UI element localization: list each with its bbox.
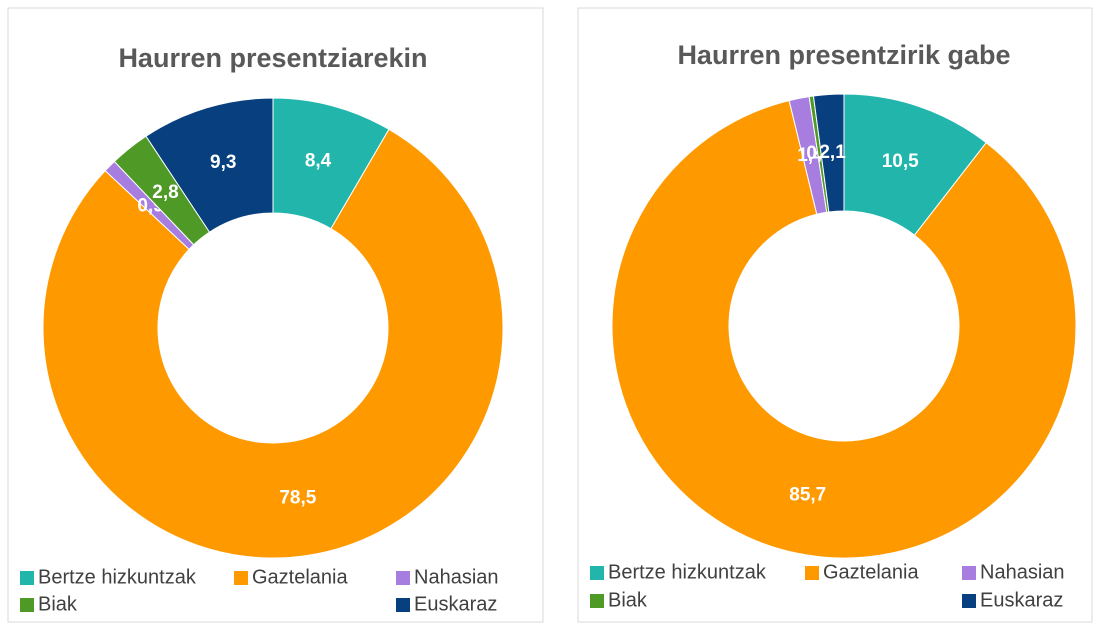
donut-slice [812, 93, 845, 213]
legend-swatch [962, 566, 976, 580]
legend-label: Euskaraz [414, 593, 497, 615]
legend-swatch [396, 598, 410, 612]
legend-label: Gaztelania [823, 561, 919, 583]
donut-slice [611, 99, 1077, 559]
chart-title: Haurren presentziarekin [118, 43, 427, 73]
legend-swatch [590, 566, 604, 580]
legend-label: Nahasian [980, 561, 1065, 583]
legend-swatch [805, 566, 819, 580]
legend-label: Nahasian [414, 566, 499, 588]
legend-label: Biak [608, 589, 648, 611]
legend-swatch [962, 594, 976, 608]
legend-label: Biak [38, 593, 78, 615]
data-label: 2,8 [152, 182, 178, 203]
data-label: 9,3 [210, 152, 236, 173]
legend-label: Bertze hizkuntzak [38, 566, 197, 588]
legend-swatch [234, 571, 248, 585]
legend-swatch [20, 571, 34, 585]
data-label: 78,5 [279, 488, 316, 509]
data-label: 85,7 [789, 485, 826, 506]
legend-swatch [590, 594, 604, 608]
data-label: 2,1 [819, 142, 846, 163]
data-label: 8,4 [305, 150, 332, 171]
donut-slice [145, 97, 274, 233]
legend-swatch [20, 598, 34, 612]
legend-swatch [396, 571, 410, 585]
donut-slice [42, 128, 504, 559]
legend-label: Gaztelania [252, 566, 348, 588]
legend-label: Euskaraz [980, 589, 1063, 611]
data-label: 10,5 [882, 151, 919, 172]
chart-title: Haurren presentzirik gabe [677, 40, 1010, 70]
legend-label: Bertze hizkuntzak [608, 561, 767, 583]
